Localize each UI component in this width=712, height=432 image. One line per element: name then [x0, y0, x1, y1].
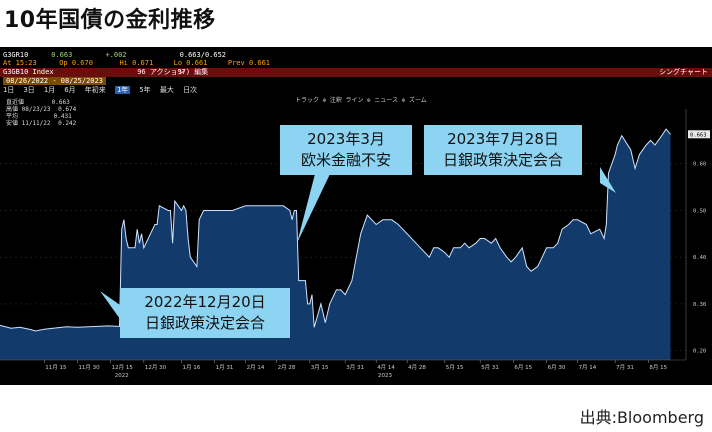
x-tick-label-10: 4月 14: [377, 364, 395, 371]
legend-avg-value: 0.431: [53, 113, 72, 120]
bid-ask: 0.663/0.652: [179, 51, 227, 59]
period-1d[interactable]: 1日: [3, 86, 15, 94]
period-daily[interactable]: 日次: [183, 86, 198, 94]
callout-dec-2022-line1: 2022年12月20日: [144, 293, 266, 311]
yield-line: [0, 128, 671, 332]
ohlc-line: At 15:23 Op 0.670 Hi 0.671 Lo 0.661 Prev…: [0, 59, 712, 67]
y-tick-label-1: 0.30: [693, 302, 706, 308]
x-tick-label-13: 5月 31: [481, 364, 499, 371]
legend-high-value: 0.674: [58, 106, 77, 113]
legend-last-label: 直近値: [6, 99, 25, 106]
callout-march-2023-line1: 2023年3月: [307, 130, 385, 148]
period-1y[interactable]: 1年: [114, 86, 131, 94]
period-ytd[interactable]: 年初来: [84, 86, 106, 94]
y-tick-label-2: 0.40: [693, 255, 706, 261]
menu-bar: G3GB10 Index 96 アクション 97) 編集 シングチャート: [0, 68, 712, 77]
x-tick-label-12: 5月 15: [446, 364, 464, 371]
x-tick-label-8: 3月 15: [311, 364, 329, 371]
high-price: Hi 0.671: [119, 59, 154, 67]
callout-dec-2022-line2: 日銀政策決定会合: [144, 314, 265, 332]
last-value-tag-label: 0.663: [690, 132, 707, 138]
y-tick-label-3: 0.50: [693, 208, 706, 214]
x-tick-label-6: 2月 14: [247, 364, 265, 371]
callout-july-2023-line2: 日銀政策決定会合: [442, 151, 563, 169]
period-6m[interactable]: 6月: [64, 86, 76, 94]
x-tick-label-4: 1月 16: [182, 364, 200, 371]
callout-march-2023-pointer: [297, 174, 330, 243]
source-credit: 出典:Bloomberg: [579, 408, 704, 427]
index-label: G3GB10 Index: [3, 68, 54, 76]
page-title: 10年国債の金利推移: [4, 8, 216, 33]
edit-menu[interactable]: 97) 編集: [177, 68, 209, 76]
period-max[interactable]: 最大: [159, 86, 174, 94]
date-range-bar: 08/26/2022 - 08/25/2023: [0, 77, 712, 86]
callout-march-2023: 2023年3月 欧米金融不安: [280, 125, 412, 175]
legend-high-label: 高値 08/23/23: [6, 106, 51, 113]
last-value-tag: [688, 130, 710, 139]
legend-avg-label: 平均: [6, 113, 19, 120]
period-3d[interactable]: 3日: [23, 86, 35, 94]
x-tick-label-3: 12月 30: [145, 364, 167, 371]
callout-july-2023: 2023年7月28日 日銀政策決定会合: [424, 125, 582, 175]
quote-time: At 15:23: [3, 59, 37, 67]
x-tick-label-11: 4月 28: [408, 364, 426, 371]
ticker: G3GR10: [3, 51, 29, 59]
open-price: Op 0.670: [59, 59, 93, 67]
x-tick-label-14: 6月 15: [514, 364, 532, 371]
period-5y[interactable]: 5年: [139, 86, 151, 94]
single-chart-link[interactable]: シングチャート: [659, 68, 708, 76]
legend-last-value: 0.663: [51, 99, 70, 106]
callout-dec-2022: 2022年12月20日 日銀政策決定会合: [120, 288, 290, 338]
stats-legend: 直近値 0.663 高値 08/23/23 0.674 平均 0.431 安値 …: [6, 99, 76, 127]
callout-july-2023-line1: 2023年7月28日: [447, 130, 559, 148]
legend-low-label: 安値 11/11/22: [6, 120, 51, 127]
y-tick-label-4: 0.60: [693, 162, 706, 168]
x-year-label-1: 2023: [378, 373, 392, 379]
x-year-label-0: 2022: [115, 373, 129, 379]
prev-price: Prev 0.661: [227, 59, 271, 67]
x-tick-label-5: 1月 31: [216, 364, 234, 371]
x-tick-label-17: 7月 31: [616, 364, 634, 371]
x-tick-label-18: 8月 15: [649, 364, 667, 371]
x-tick-label-2: 12月 15: [112, 364, 134, 371]
callout-march-2023-line2: 欧米金融不安: [300, 151, 391, 169]
legend-low-value: 0.242: [58, 120, 77, 127]
x-tick-label-1: 11月 30: [78, 364, 100, 371]
y-tick-label-0: 0.20: [693, 349, 706, 355]
y-axis-panel: [686, 109, 712, 370]
period-1m[interactable]: 1月: [43, 86, 56, 94]
quote-line: G3GR10 0.663 +.002 0.663/0.652: [0, 51, 712, 59]
x-tick-label-9: 3月 31: [346, 364, 364, 371]
low-price: Lo 0.661: [173, 59, 208, 67]
x-tick-label-0: 11月 15: [45, 364, 67, 371]
callout-dec-2022-pointer: [100, 291, 120, 319]
yield-chart: 0.20 0.30 0.40 0.50 0.60 0.663 11月 15 11月 30 12月…: [0, 109, 712, 379]
action-menu[interactable]: 96 アクション: [137, 68, 185, 76]
last-price: 0.663: [51, 51, 73, 59]
x-tick-label-15: 6月 30: [548, 364, 566, 371]
date-range-field[interactable]: 08/26/2022 - 08/25/2023: [3, 77, 106, 85]
callout-july-2023-pointer: [600, 167, 616, 193]
x-tick-label-7: 2月 28: [278, 364, 296, 371]
period-bar: 1日 3日 1月 6月 年初来 1年 5年 最大 日次: [0, 86, 712, 95]
chart-toolbar[interactable]: トラック ⊕ 注釈 ライン ⊕ ニュース ⊕ ズーム: [295, 97, 427, 104]
price-change: +.002: [105, 51, 127, 59]
x-tick-label-16: 7月 14: [579, 364, 597, 371]
